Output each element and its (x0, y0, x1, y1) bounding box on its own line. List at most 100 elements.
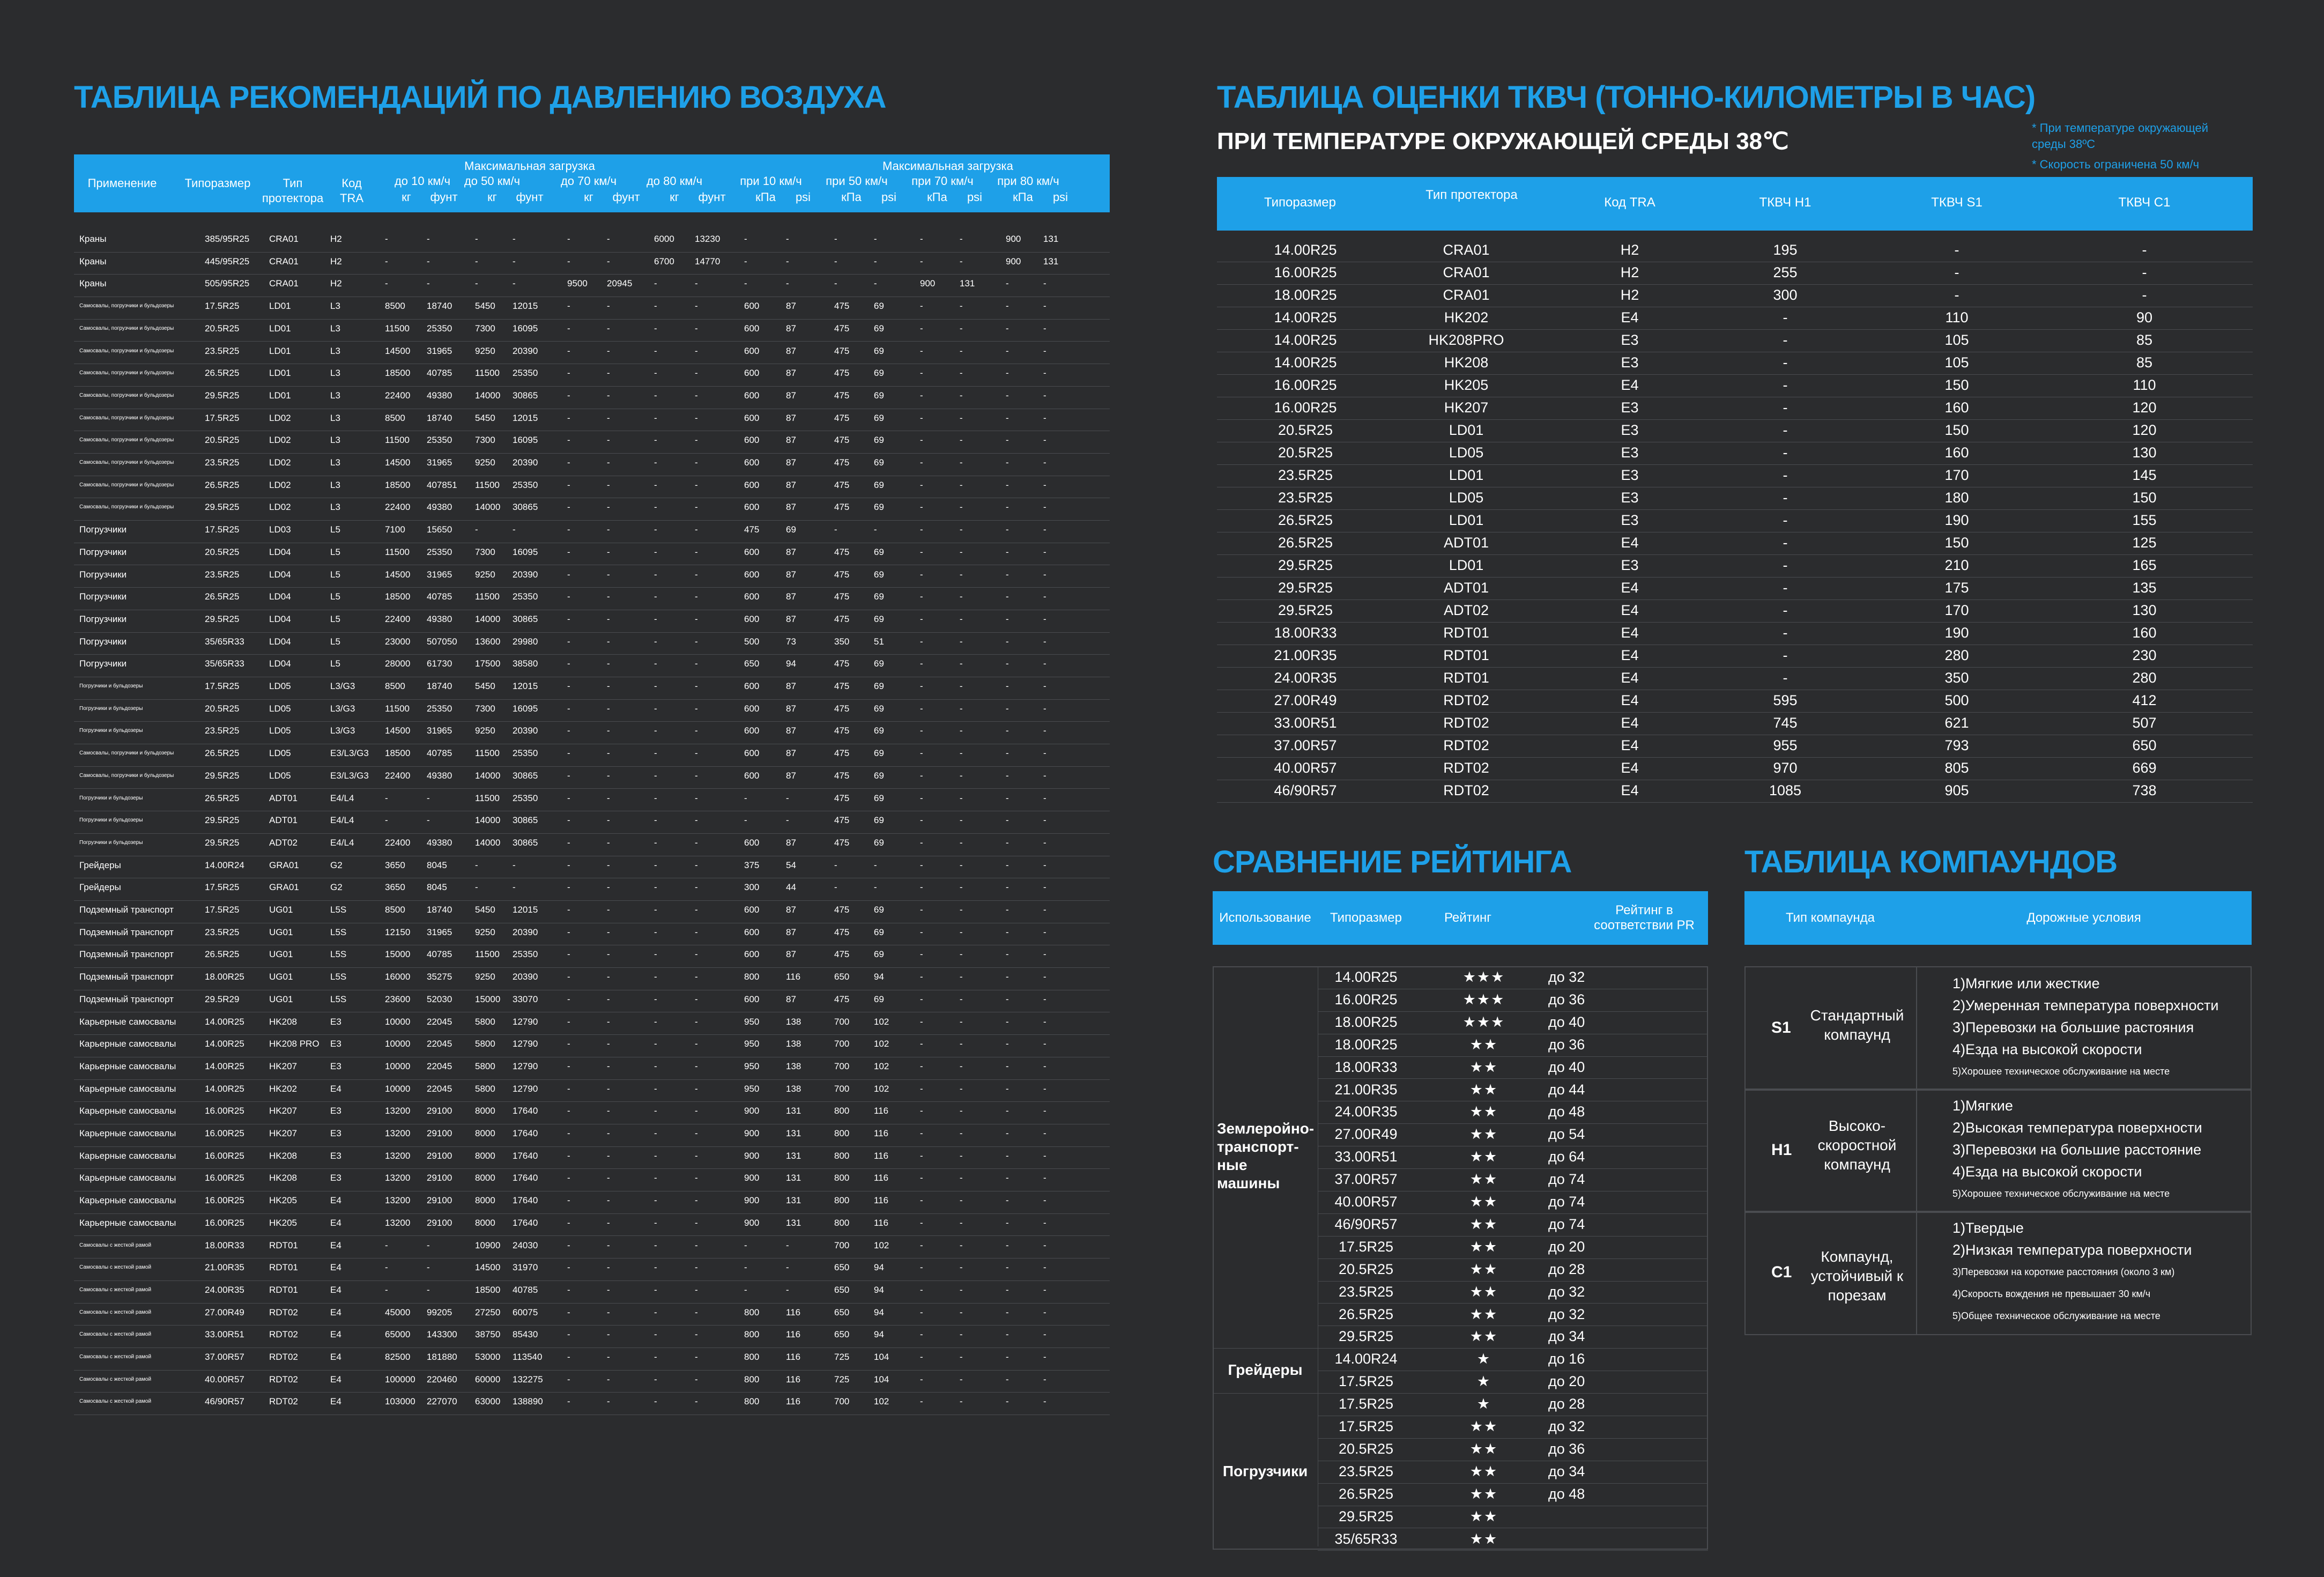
value-cell: 102 (874, 1016, 889, 1027)
value-cell: - (607, 972, 610, 982)
value-cell: - (744, 278, 747, 289)
value-cell: E4 (1621, 737, 1639, 753)
value-cell: - (1043, 860, 1046, 870)
value-cell: 63000 (475, 1396, 501, 1407)
value-cell: - (920, 591, 923, 602)
value-cell: - (960, 703, 963, 714)
value-cell: - (654, 1217, 657, 1228)
value-cell: 29.5R25 (205, 770, 240, 781)
value-cell: - (607, 1150, 610, 1161)
value-cell: 11500 (475, 793, 500, 803)
value-cell: - (1043, 1329, 1046, 1340)
value-cell: - (1043, 1128, 1046, 1138)
value-cell: - (920, 1329, 923, 1340)
value-cell: - (695, 815, 698, 826)
value-cell: 475 (834, 613, 850, 624)
size-cell: 18.00R25 (1334, 1013, 1398, 1030)
value-cell: 87 (786, 301, 796, 312)
value-cell: L3 (330, 502, 340, 513)
value-cell: - (1043, 1240, 1046, 1250)
application-cell: Самосвалы, погрузчики и бульдозеры (79, 370, 174, 376)
value-cell: - (654, 793, 657, 803)
group-divider (1213, 1348, 1318, 1349)
value-cell: - (567, 1329, 570, 1340)
value-cell: 69 (874, 837, 884, 848)
pt-unit-header: psi (881, 190, 897, 204)
tkvch-header-cell: ТКВЧ C1 (2118, 195, 2171, 210)
value-cell: - (834, 882, 837, 893)
value-cell: - (654, 524, 657, 535)
application-cell: Карьерные самосвалы (79, 1083, 176, 1094)
value-cell: 13600 (475, 636, 501, 647)
value-cell: LD03 (269, 524, 291, 535)
condition-line: 2)Умеренная температура поверхности (1952, 997, 2219, 1013)
application-cell: Самосвалы, погрузчики и бульдозеры (79, 750, 174, 757)
value-cell: - (1006, 748, 1009, 759)
value-cell: 650 (834, 1284, 850, 1295)
value-cell: 29100 (427, 1128, 452, 1138)
value-cell: 650 (2132, 737, 2157, 753)
value-cell: - (607, 658, 610, 669)
value-cell: 475 (834, 569, 850, 580)
value-cell: 14.00R25 (1274, 354, 1337, 371)
value-cell: 6000 (654, 234, 674, 244)
value-cell: - (920, 681, 923, 691)
value-cell: - (567, 703, 570, 714)
value-cell: L5 (330, 636, 340, 647)
value-cell: 14000 (475, 837, 501, 848)
value-cell: - (920, 1016, 923, 1027)
tkvch-table-header: Типоразмер Тип протектора Код TRA ТКВЧ H1 ТК… (1217, 177, 2253, 231)
value-cell: - (607, 1284, 610, 1295)
pr-cell: до 74 (1548, 1171, 1585, 1188)
value-cell: - (654, 1262, 657, 1273)
value-cell: E4 (330, 1195, 341, 1206)
pr-cell: до 28 (1548, 1261, 1585, 1277)
value-cell: 87 (786, 994, 796, 1004)
value-cell: 190 (1944, 625, 1969, 641)
value-cell: L3/G3 (330, 681, 355, 691)
value-cell: - (920, 994, 923, 1004)
table-row: 17.5R25 ★★ до 20 (1318, 1236, 1708, 1259)
value-cell: 900 (744, 1217, 760, 1228)
value-cell: - (513, 524, 516, 535)
value-cell: - (960, 1128, 963, 1138)
value-cell: 181880 (427, 1352, 457, 1362)
value-cell: - (744, 1284, 747, 1295)
value-cell: 475 (834, 793, 850, 803)
value-cell: 600 (744, 502, 760, 513)
value-cell: 475 (834, 703, 850, 714)
value-cell: - (960, 860, 963, 870)
value-cell: - (567, 1016, 570, 1027)
size-cell: 23.5R25 (1338, 1463, 1394, 1479)
table-row: 18.00R25 CRA01 H2 300 - - (1217, 284, 2253, 307)
value-cell: - (960, 1240, 963, 1250)
value-cell: 220460 (427, 1374, 457, 1384)
rating-stars: ★★ (1469, 1440, 1498, 1457)
value-cell: 800 (744, 1329, 760, 1340)
ct-header-conditions: Дорожные условия (2026, 910, 2141, 925)
value-cell: - (1006, 636, 1009, 647)
value-cell: - (1043, 502, 1046, 513)
pr-cell: до 48 (1548, 1485, 1585, 1502)
value-cell: 11500 (385, 703, 410, 714)
value-cell: 61730 (427, 658, 452, 669)
value-cell: LD04 (269, 636, 291, 647)
value-cell: - (607, 1061, 610, 1071)
value-cell: - (607, 569, 610, 580)
value-cell: - (1006, 1016, 1009, 1027)
value-cell: 69 (874, 368, 884, 379)
value-cell: - (834, 234, 837, 244)
value-cell: HK205 (1444, 377, 1489, 393)
value-cell: - (1783, 602, 1788, 618)
value-cell: 600 (744, 770, 760, 781)
value-cell: 25350 (513, 949, 538, 960)
value-cell: 17640 (513, 1150, 538, 1161)
value-cell: - (695, 278, 698, 289)
value-cell: - (695, 524, 698, 535)
rating-stars: ★★★ (1462, 991, 1505, 1008)
value-cell: 105 (1944, 332, 1969, 348)
value-cell: - (654, 1173, 657, 1183)
value-cell: 23.5R25 (1278, 467, 1333, 483)
value-cell: 14500 (385, 457, 411, 468)
value-cell: L3 (330, 435, 340, 446)
